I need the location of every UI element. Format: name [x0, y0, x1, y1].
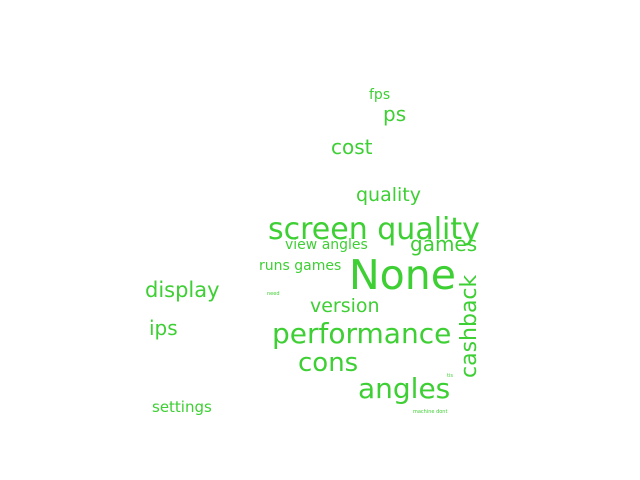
word-cashback: cashback: [457, 274, 482, 378]
word-screen-quality: screen quality: [268, 212, 480, 247]
word-cost: cost: [331, 135, 373, 159]
word-runs-games: runs games: [259, 258, 342, 274]
word-version: version: [310, 295, 380, 317]
word-ps: ps: [383, 102, 407, 126]
word-none: None: [349, 251, 456, 299]
word-performance: performance: [272, 317, 452, 350]
word-cons: cons: [298, 348, 359, 378]
word-ips: ips: [149, 316, 178, 340]
word-quality: quality: [356, 184, 421, 206]
word-angles: angles: [358, 372, 451, 405]
word-settings: settings: [152, 398, 212, 416]
word-need: need: [267, 291, 280, 297]
word-games: games: [410, 232, 478, 256]
word-tis: tis: [447, 373, 453, 379]
word-machine-dont: machine dont: [413, 409, 448, 415]
word-view-angles: view angles: [285, 237, 368, 253]
word-fps: fps: [369, 87, 391, 103]
word-display: display: [145, 278, 220, 302]
